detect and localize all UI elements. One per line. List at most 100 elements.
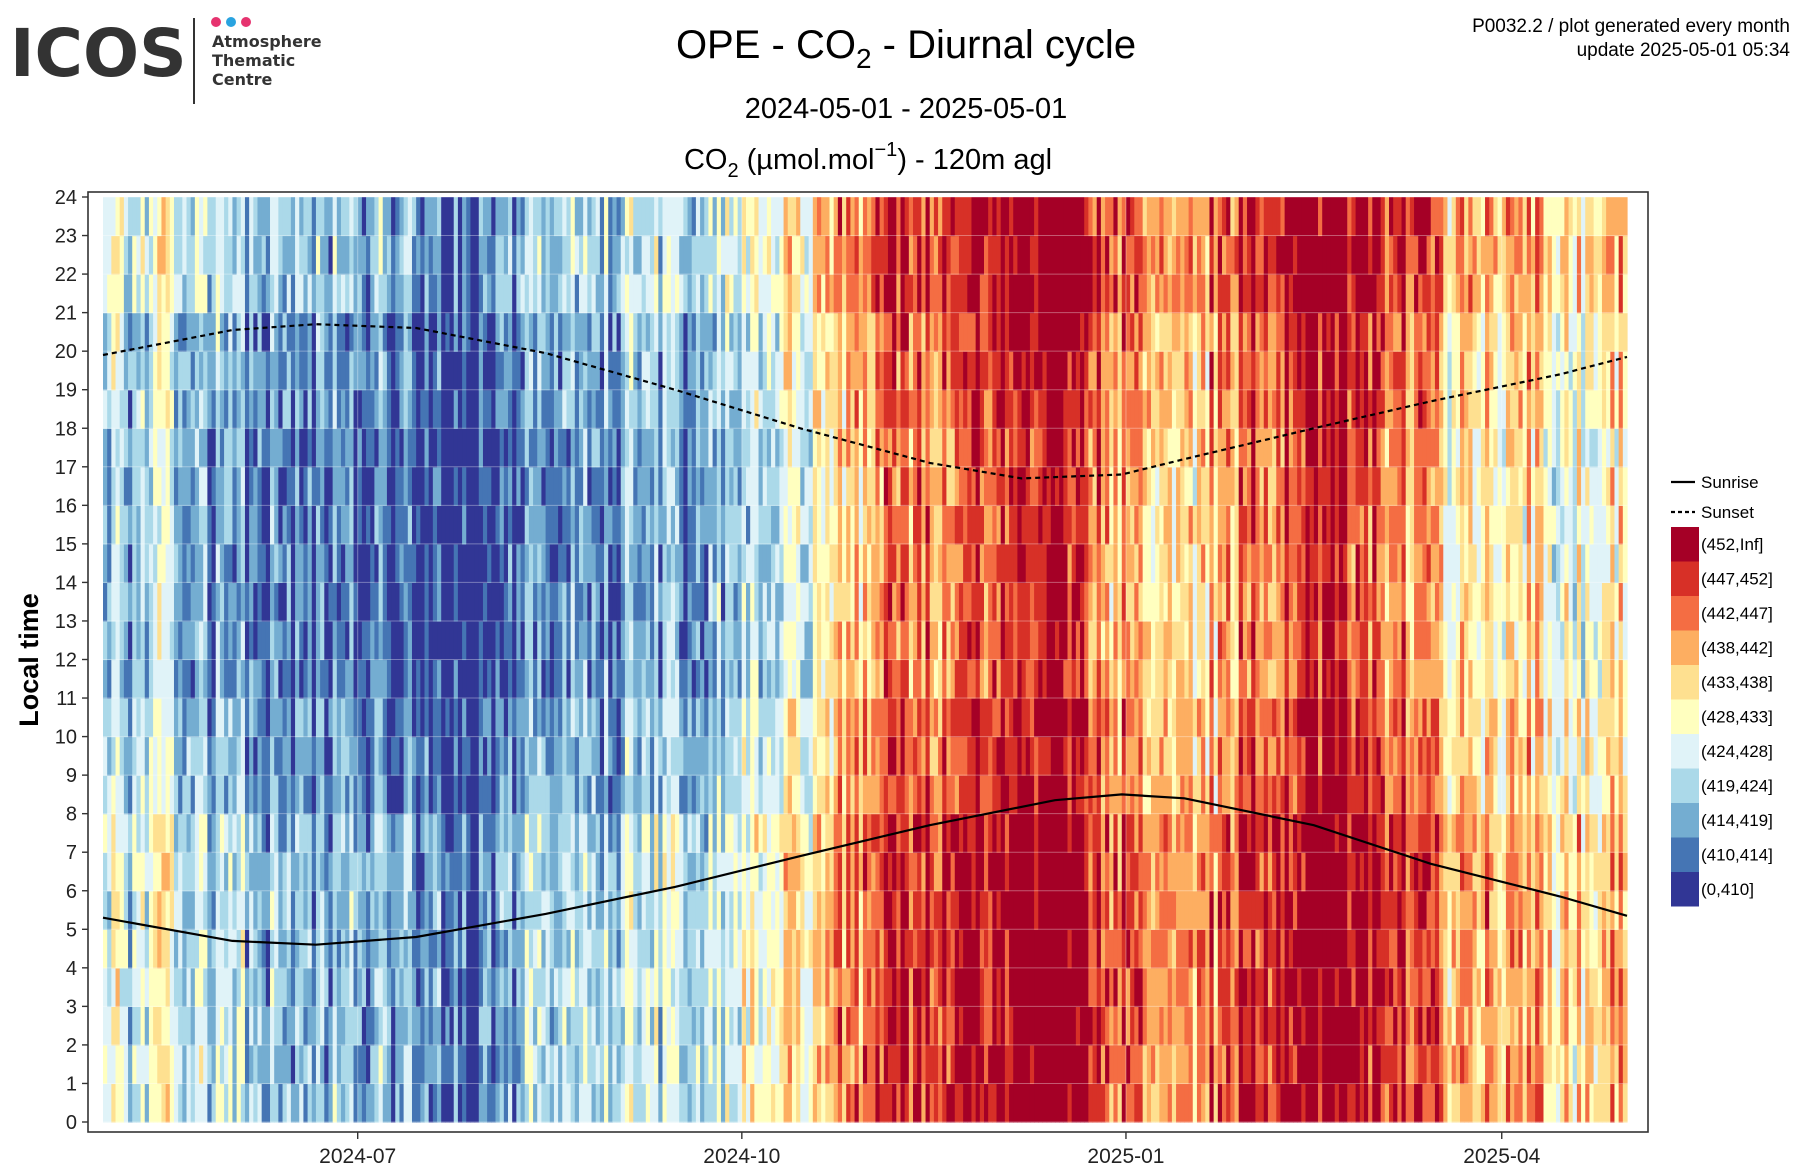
heatmap-cell [917, 890, 922, 930]
heatmap-cell [499, 1044, 505, 1085]
heatmap-cell [649, 736, 655, 776]
heatmap-cell [286, 428, 292, 468]
heatmap-cell [215, 428, 221, 468]
heatmap-cell [812, 197, 818, 237]
heatmap-cell [666, 351, 672, 391]
heatmap-cell [470, 813, 476, 853]
heatmap-cell [700, 312, 705, 352]
heatmap-cell [917, 582, 922, 622]
heatmap-cell [487, 505, 492, 545]
heatmap-cell [340, 698, 346, 738]
heatmap-cell [662, 351, 668, 391]
heatmap-cell [437, 389, 442, 429]
heatmap-cell [649, 698, 655, 738]
heatmap-cell [537, 1083, 543, 1123]
heatmap-cell [449, 813, 455, 853]
heatmap-cell [311, 698, 317, 738]
heatmap-cell [282, 582, 288, 622]
heatmap-cell [875, 736, 881, 776]
heatmap-cell [391, 1083, 396, 1123]
heatmap-cell [933, 428, 939, 468]
heatmap-cell [850, 235, 856, 275]
heatmap-cell [958, 197, 964, 237]
heatmap-cell [658, 1083, 664, 1123]
heatmap-cell [862, 620, 868, 661]
heatmap-cell [862, 1083, 868, 1123]
heatmap-cell [883, 1006, 889, 1046]
heatmap-cell [854, 698, 860, 738]
heatmap-cell [553, 582, 559, 622]
heatmap-cell [608, 698, 613, 738]
heatmap-cell [771, 698, 776, 738]
heatmap-cell [695, 582, 701, 622]
heatmap-cell [837, 428, 843, 468]
heatmap-cell [424, 929, 430, 969]
heatmap-cell [349, 274, 355, 314]
heatmap-cell [679, 274, 684, 314]
heatmap-cell [249, 620, 254, 661]
heatmap-cell [712, 736, 718, 776]
heatmap-cell [766, 274, 772, 314]
heatmap-cell [829, 197, 835, 237]
heatmap-cell [111, 582, 117, 622]
heatmap-cell [370, 775, 375, 815]
heatmap-cell [370, 351, 375, 391]
heatmap-cell [295, 775, 300, 815]
heatmap-cell [441, 1083, 446, 1123]
heatmap-cell [654, 929, 659, 969]
heatmap-cell [591, 929, 597, 969]
heatmap-cell [132, 775, 138, 815]
heatmap-cell [775, 1044, 781, 1085]
heatmap-cell [290, 929, 296, 969]
heatmap-cell [783, 197, 789, 237]
heatmap-cell [712, 389, 718, 429]
heatmap-cell [850, 1044, 856, 1085]
heatmap-cell [228, 736, 234, 776]
heatmap-cell [595, 428, 601, 468]
heatmap-cell [478, 389, 484, 429]
heatmap-cell [424, 1044, 430, 1085]
heatmap-cell [136, 235, 142, 275]
heatmap-cell [240, 505, 246, 545]
heatmap-cell [637, 274, 643, 314]
heatmap-cell [265, 466, 271, 506]
heatmap-cell [482, 351, 488, 391]
heatmap-cell [879, 852, 885, 892]
heatmap-cell [128, 351, 133, 391]
heatmap-cell [211, 736, 217, 776]
heatmap-cell [470, 1044, 476, 1085]
heatmap-cell [537, 197, 543, 237]
heatmap-cell [687, 967, 693, 1007]
heatmap-cell [499, 466, 505, 506]
heatmap-cell [332, 813, 338, 853]
heatmap-cell [896, 775, 902, 815]
heatmap-cell [399, 274, 405, 314]
heatmap-cell [578, 389, 584, 429]
heatmap-cell [345, 235, 350, 275]
heatmap-cell [424, 582, 430, 622]
heatmap-cell [508, 929, 513, 969]
heatmap-cell [921, 1083, 927, 1123]
heatmap-cell [829, 852, 835, 892]
heatmap-cell [654, 582, 659, 622]
heatmap-cell [140, 1083, 146, 1123]
heatmap-cell [140, 312, 146, 352]
heatmap-cell [119, 312, 125, 352]
heatmap-cell [470, 428, 476, 468]
heatmap-cell [286, 659, 292, 699]
heatmap-cell [503, 1006, 509, 1046]
heatmap-cell [758, 890, 764, 930]
heatmap-cell [666, 659, 672, 699]
heatmap-cell [466, 775, 472, 815]
heatmap-cell [445, 1006, 451, 1046]
heatmap-cell [541, 466, 547, 506]
heatmap-cell [449, 389, 455, 429]
heatmap-cell [520, 967, 526, 1007]
heatmap-cell [157, 235, 163, 275]
heatmap-cell [157, 351, 163, 391]
heatmap-cell [103, 1006, 108, 1046]
heatmap-cell [821, 813, 826, 853]
heatmap-cell [512, 582, 517, 622]
heatmap-cell [842, 235, 847, 275]
heatmap-cell [186, 967, 192, 1007]
